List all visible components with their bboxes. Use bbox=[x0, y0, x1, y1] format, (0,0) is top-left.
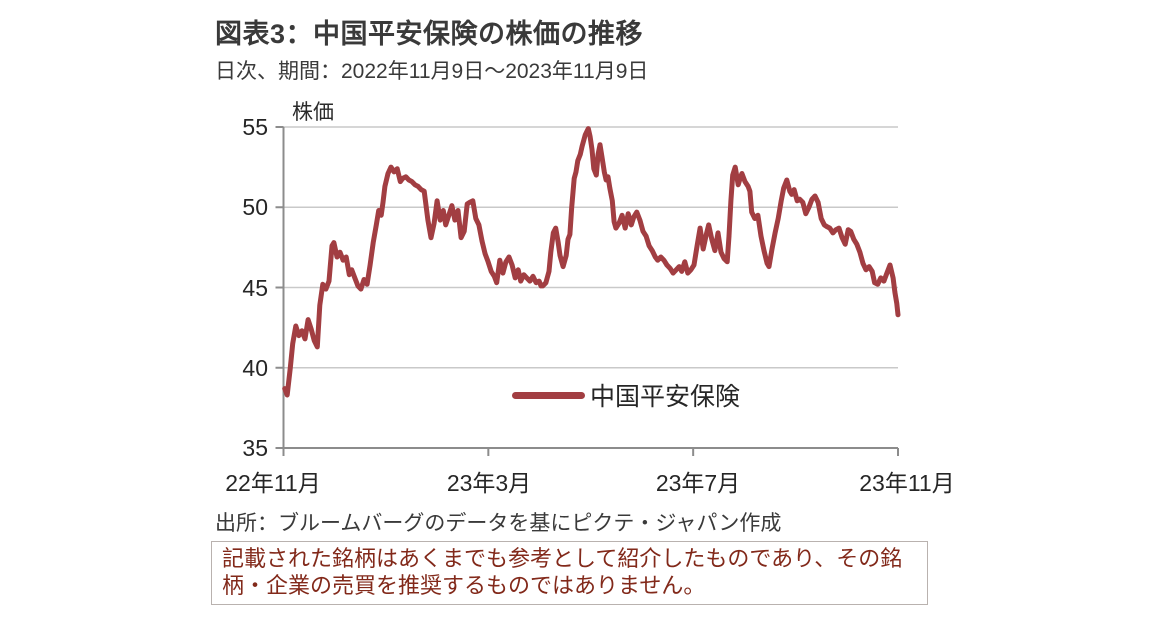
price-line-series bbox=[282, 126, 901, 398]
y-tick-label: 40 bbox=[242, 354, 268, 381]
x-tick-label: 23年11月 bbox=[859, 470, 955, 496]
figure-title: 図表3：中国平安保険の株価の推移 bbox=[215, 19, 644, 49]
x-tick-label: 23年3月 bbox=[446, 470, 532, 496]
disclaimer-text-line: 柄・企業の売買を推奨するものではありません。 bbox=[222, 573, 706, 598]
figure-subtitle: 日次、期間：2022年11月9日～2023年11月9日 bbox=[215, 60, 649, 83]
legend-line-sample-icon bbox=[512, 391, 585, 399]
y-tick-label: 45 bbox=[242, 274, 268, 301]
source-note: 出所：ブルームバーグのデータを基にピクテ・ジャパン作成 bbox=[215, 512, 782, 535]
legend-label: 中国平安保険 bbox=[590, 383, 741, 411]
x-tick-label: 22年11月 bbox=[225, 470, 321, 496]
y-axis-title: 株価 bbox=[292, 101, 334, 124]
y-tick-label: 50 bbox=[242, 194, 268, 221]
legend: 中国平安保険 bbox=[512, 378, 782, 412]
x-tick-label: 23年7月 bbox=[655, 470, 741, 496]
y-tick-label: 55 bbox=[242, 114, 268, 140]
disclaimer-box: 記載された銘柄はあくまでも参考として紹介したものであり、その銘 柄・企業の売買を推… bbox=[211, 541, 928, 605]
y-tick-label: 35 bbox=[242, 435, 268, 461]
disclaimer-text-line: 記載された銘柄はあくまでも参考として紹介したものであり、その銘 bbox=[222, 546, 903, 571]
